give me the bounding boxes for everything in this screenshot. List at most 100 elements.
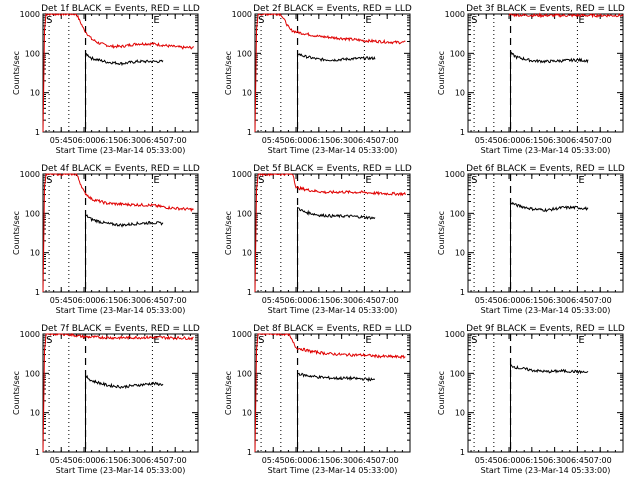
plot-frame [42, 173, 199, 293]
series-events-line [297, 372, 375, 452]
y-tick-label: 10 [30, 249, 40, 258]
x-axis-label: Start Time (23-Mar-14 05:33:00) [268, 306, 398, 315]
x-tick-label: 07:00 [589, 296, 612, 305]
series-lld-line [254, 173, 406, 293]
series-lld-line [42, 172, 194, 293]
end-marker: E [578, 175, 584, 186]
y-tick-label: 1000 [232, 170, 252, 179]
series-events-line [510, 200, 589, 292]
x-tick-label: 06:30 [330, 136, 353, 145]
x-tick-label: 06:00 [497, 296, 520, 305]
y-tick-label: 1 [460, 128, 465, 137]
y-tick-label: 1000 [445, 10, 465, 19]
x-tick-label: 05:45 [262, 456, 285, 465]
y-tick-label: 1000 [445, 170, 465, 179]
x-tick-label: 06:30 [543, 456, 566, 465]
series-lld-line [42, 12, 194, 133]
end-marker: E [578, 335, 584, 346]
x-tick-label: 05:45 [262, 296, 285, 305]
start-marker: S [471, 335, 477, 346]
start-marker: S [471, 15, 477, 26]
x-tick-label: 07:00 [376, 136, 399, 145]
x-axis-label: Start Time (23-Mar-14 05:33:00) [481, 306, 611, 315]
x-tick-label: 06:00 [284, 296, 307, 305]
x-tick-label: 06:15 [95, 136, 118, 145]
plot-frame [254, 333, 411, 453]
x-tick-label: 06:45 [141, 136, 164, 145]
x-tick-label: 06:45 [566, 456, 589, 465]
y-tick-label: 1 [35, 128, 40, 137]
start-marker: S [258, 15, 264, 26]
series-events-line [85, 52, 164, 132]
panel-title: Det 4f BLACK = Events, RED = LLD [41, 164, 200, 174]
x-axis-label: Start Time (23-Mar-14 05:33:00) [268, 146, 398, 155]
plot-frame [254, 173, 411, 293]
end-marker: E [365, 175, 371, 186]
y-tick-label: 1 [35, 288, 40, 297]
y-tick-label: 10 [242, 409, 252, 418]
x-tick-label: 06:00 [72, 456, 95, 465]
panel-title: Det 5f BLACK = Events, RED = LLD [253, 164, 412, 174]
y-axis-label: Counts/sec [437, 211, 446, 255]
y-tick-label: 1 [247, 448, 252, 457]
x-tick-label: 06:30 [543, 136, 566, 145]
x-tick-label: 06:45 [353, 456, 376, 465]
y-tick-label: 10 [242, 89, 252, 98]
x-tick-label: 07:00 [164, 296, 187, 305]
panel-title: Det 6f BLACK = Events, RED = LLD [466, 164, 625, 174]
panel-title: Det 2f BLACK = Events, RED = LLD [253, 4, 412, 14]
panel-det-1: Det 1f BLACK = Events, RED = LLD 1 10 100 10… [12, 4, 200, 155]
x-tick-label: 06:00 [284, 456, 307, 465]
y-axis-label: Counts/sec [224, 51, 233, 95]
y-tick-label: 10 [242, 249, 252, 258]
y-tick-label: 100 [25, 209, 40, 218]
y-tick-label: 100 [450, 209, 465, 218]
x-tick-label: 06:30 [118, 456, 141, 465]
y-axis-label: Counts/sec [12, 371, 21, 415]
x-tick-label: 06:15 [520, 136, 543, 145]
plot-frame [467, 13, 624, 133]
series-lld-line [254, 333, 406, 453]
x-tick-label: 06:00 [72, 136, 95, 145]
end-marker: E [153, 175, 159, 186]
panel-det-8: Det 8f BLACK = Events, RED = LLD 1 10 100 10… [224, 324, 412, 475]
y-tick-label: 100 [450, 49, 465, 58]
x-tick-label: 06:00 [284, 136, 307, 145]
x-tick-label: 07:00 [589, 136, 612, 145]
x-tick-label: 07:00 [164, 456, 187, 465]
end-marker: E [153, 335, 159, 346]
x-tick-label: 07:00 [376, 456, 399, 465]
y-tick-label: 1 [460, 288, 465, 297]
y-tick-label: 100 [450, 369, 465, 378]
y-tick-label: 1000 [232, 10, 252, 19]
series-lld-line [254, 13, 406, 133]
y-tick-label: 1000 [232, 330, 252, 339]
x-tick-label: 06:45 [353, 136, 376, 145]
panel-det-2: Det 2f BLACK = Events, RED = LLD 1 10 100 10… [224, 4, 412, 155]
x-tick-label: 06:15 [307, 136, 330, 145]
y-tick-label: 100 [25, 369, 40, 378]
x-tick-label: 06:30 [330, 456, 353, 465]
x-tick-label: 06:15 [95, 296, 118, 305]
series-events-line [297, 206, 376, 292]
y-axis-label: Counts/sec [12, 211, 21, 255]
y-tick-label: 1000 [20, 10, 40, 19]
start-marker: S [258, 335, 264, 346]
y-tick-label: 100 [25, 49, 40, 58]
panel-det-6: Det 6f BLACK = Events, RED = LLD 1 10 100 10… [437, 164, 625, 315]
x-tick-label: 05:45 [475, 296, 498, 305]
panel-det-7: Det 7f BLACK = Events, RED = LLD 1 10 100 10… [12, 324, 200, 475]
y-tick-label: 1 [247, 128, 252, 137]
panel-title: Det 1f BLACK = Events, RED = LLD [41, 4, 200, 14]
y-tick-label: 10 [455, 249, 465, 258]
x-tick-label: 06:45 [566, 296, 589, 305]
x-tick-label: 05:45 [262, 136, 285, 145]
plot-frame [42, 333, 199, 453]
end-marker: E [365, 15, 371, 26]
x-tick-label: 06:30 [118, 296, 141, 305]
x-tick-label: 06:15 [307, 296, 330, 305]
x-tick-label: 06:00 [497, 136, 520, 145]
x-tick-label: 06:30 [118, 136, 141, 145]
y-tick-label: 10 [30, 89, 40, 98]
